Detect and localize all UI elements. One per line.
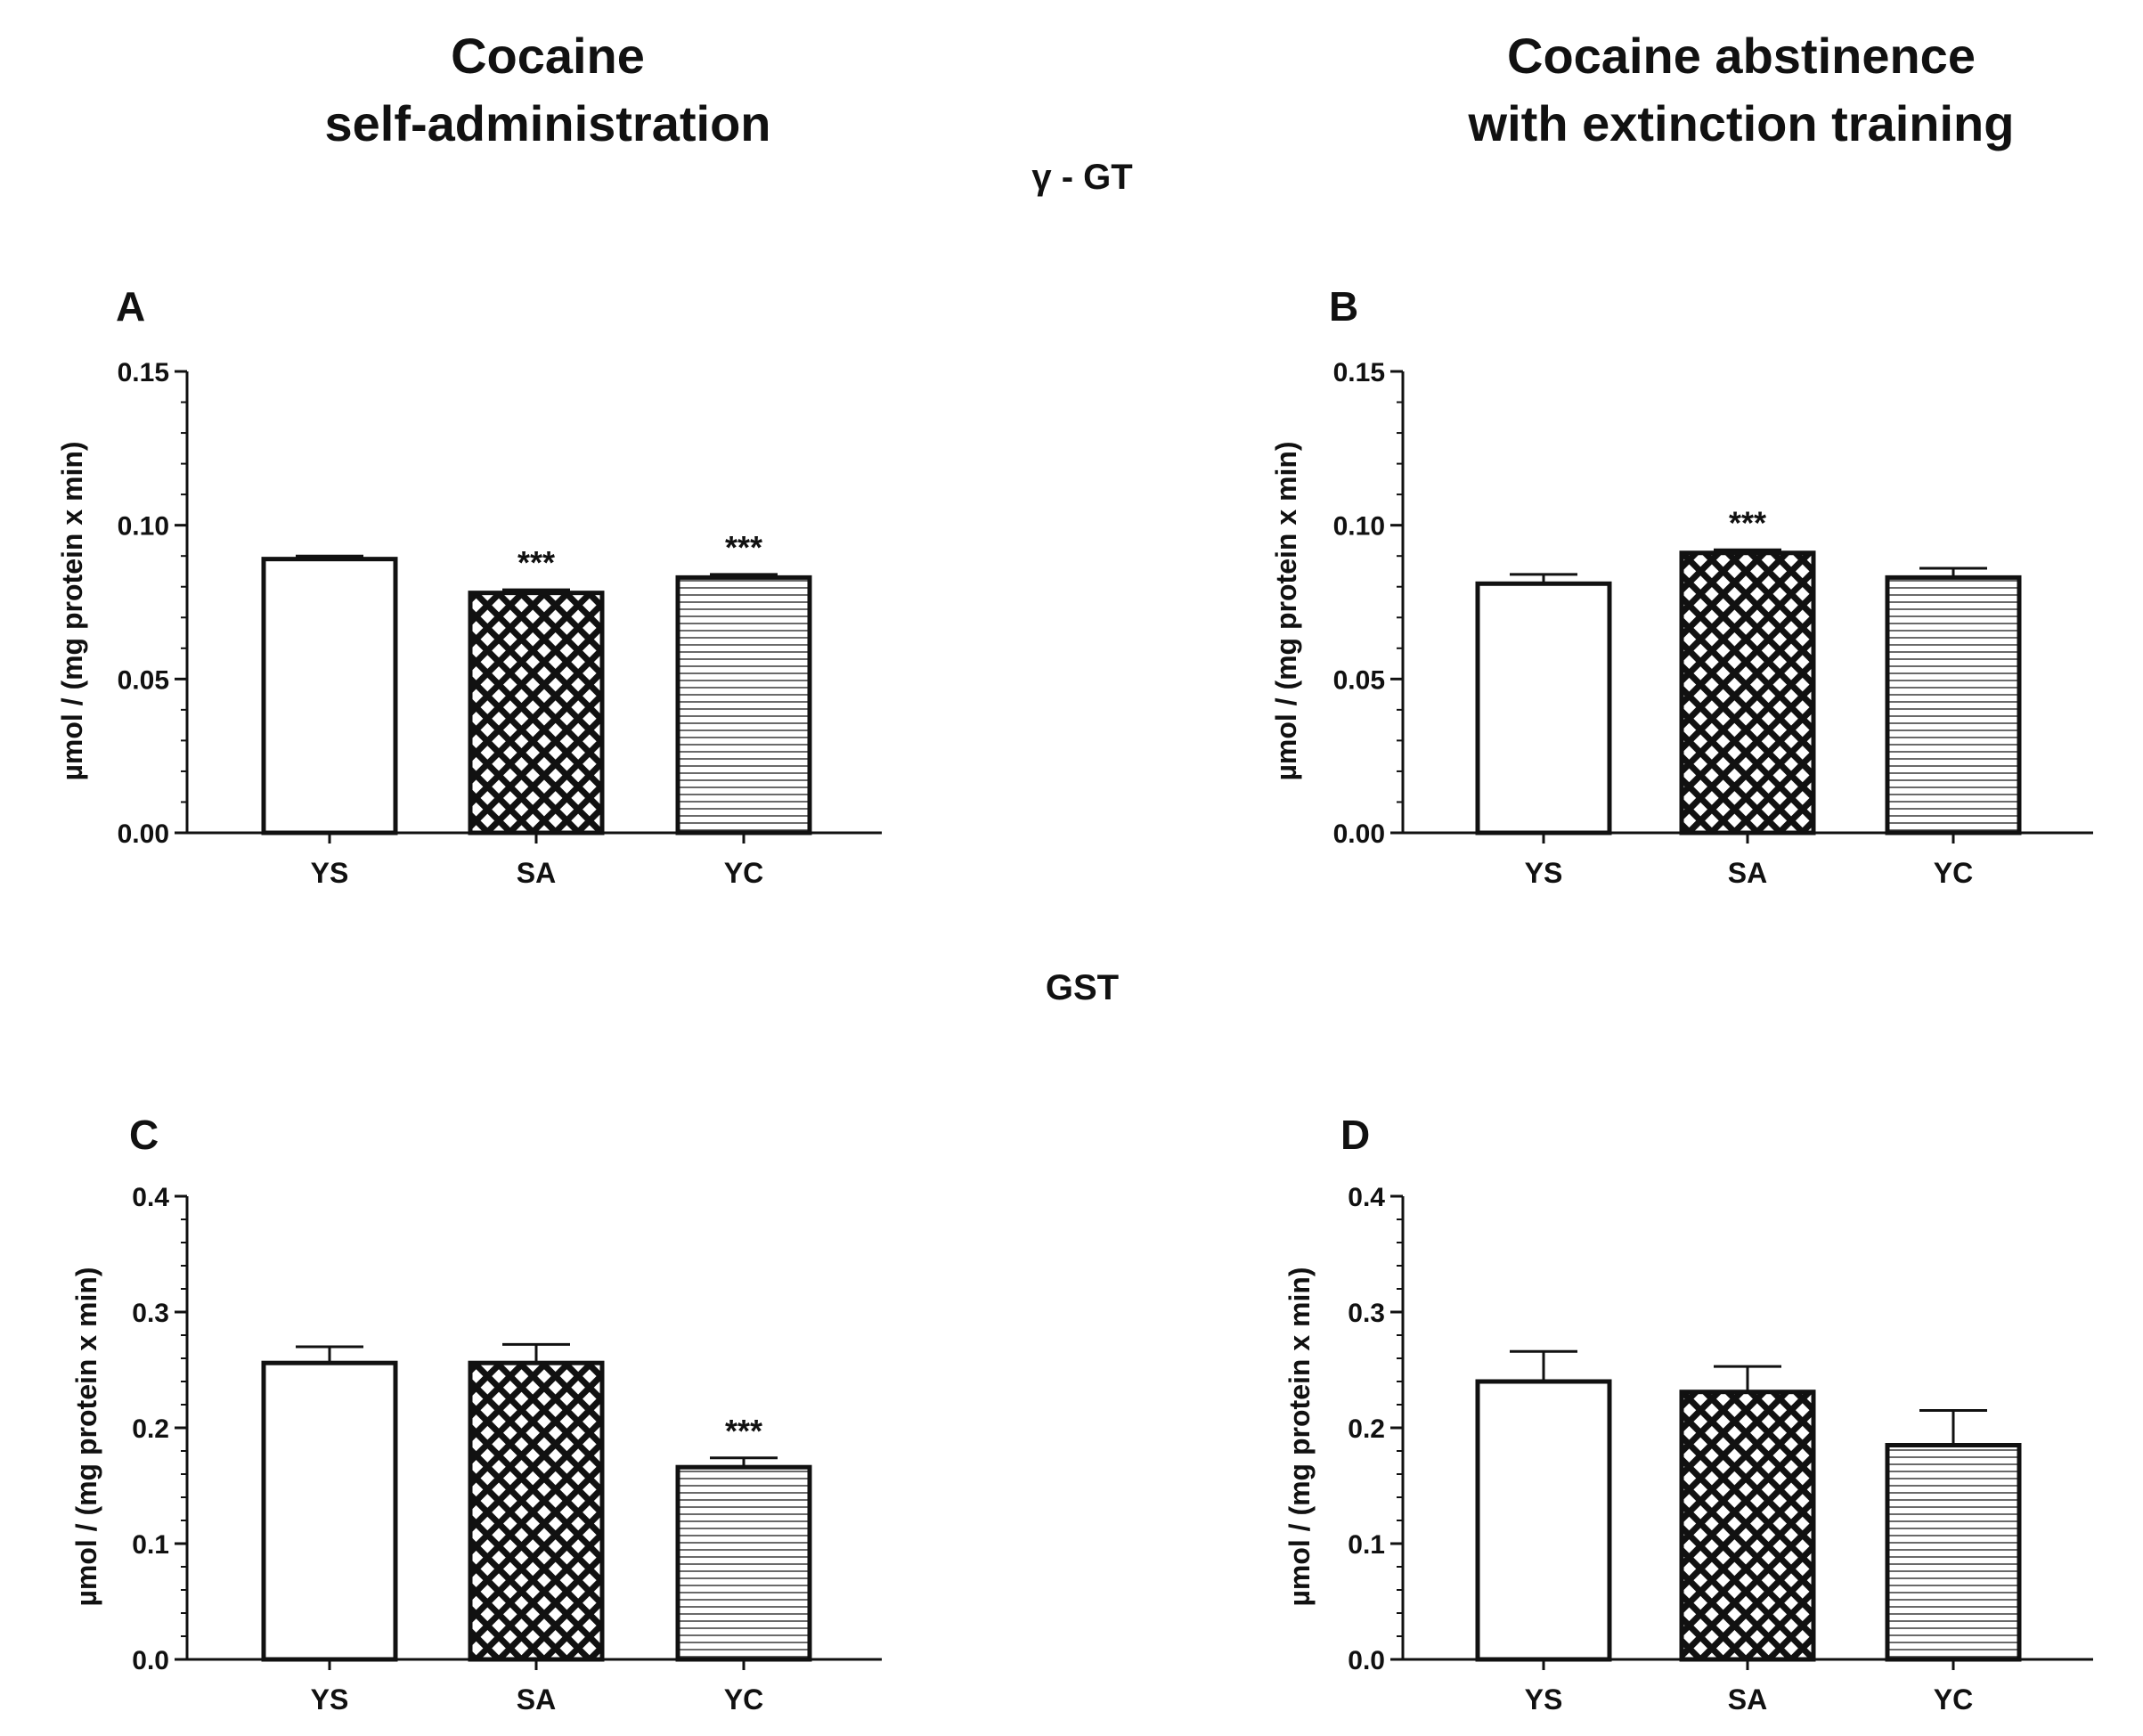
chart-panel-b: B 0.00 0.05 0.10 0.15 µmol / (mg protein x mi… bbox=[1270, 283, 2093, 889]
section-title-ggt: γ - GT bbox=[1031, 158, 1132, 197]
panel-label: D bbox=[1340, 1112, 1370, 1158]
significance-marker: *** bbox=[517, 544, 555, 581]
panel-label: B bbox=[1329, 283, 1358, 330]
y-tick-label: 0.2 bbox=[1348, 1414, 1385, 1444]
bar-yc bbox=[675, 575, 812, 835]
x-tick-label: SA bbox=[1728, 857, 1767, 889]
bar-yc bbox=[675, 1464, 812, 1662]
right-column-title-line1: Cocaine abstinence bbox=[1507, 28, 1976, 84]
y-tick-label: 0.1 bbox=[132, 1530, 169, 1560]
bar-sa bbox=[468, 591, 605, 835]
x-tick-label: SA bbox=[517, 1683, 556, 1716]
bar-yc bbox=[1885, 575, 2022, 835]
y-tick-label: 0.2 bbox=[132, 1414, 169, 1444]
chart-panel-a: A 0.00 0.05 0.10 0.15 µmol / (mg protein x mi… bbox=[56, 283, 882, 889]
bar-ys bbox=[261, 557, 398, 835]
x-tick-label: YC bbox=[1934, 1683, 1973, 1716]
panel-label: A bbox=[116, 283, 145, 330]
x-tick-label: YC bbox=[1934, 857, 1973, 889]
panel-label: C bbox=[129, 1112, 159, 1158]
x-tick-label: YS bbox=[311, 857, 349, 889]
bar-ys bbox=[1475, 1379, 1612, 1662]
y-tick-label: 0.05 bbox=[118, 665, 169, 695]
y-axis-label: µmol / (mg protein x min) bbox=[1270, 441, 1302, 780]
y-tick-label: 0.1 bbox=[1348, 1530, 1385, 1560]
bar-sa bbox=[1679, 1390, 1816, 1662]
chart-panel-c: C 0.0 0.1 0.2 0.3 0.4 µmol / (mg protein x min… bbox=[70, 1112, 882, 1716]
y-tick-label: 0.10 bbox=[1333, 512, 1385, 542]
chart-panel-d: D 0.0 0.1 0.2 0.3 0.4 µmol / (mg protein x min… bbox=[1283, 1112, 2093, 1716]
section-title-gst: GST bbox=[1046, 968, 1119, 1007]
bar-sa bbox=[1679, 550, 1816, 835]
y-tick-label: 0.4 bbox=[1348, 1183, 1385, 1212]
x-tick-label: YC bbox=[724, 857, 763, 889]
y-axis-label: µmol / (mg protein x min) bbox=[56, 441, 88, 780]
y-tick-label: 0.10 bbox=[118, 512, 169, 542]
y-tick-label: 0.3 bbox=[132, 1299, 169, 1328]
bar-ys bbox=[1475, 581, 1612, 835]
y-tick-label: 0.3 bbox=[1348, 1299, 1385, 1328]
significance-marker: *** bbox=[725, 1413, 762, 1449]
right-column-title-line2: with extinction training bbox=[1468, 95, 2015, 151]
x-tick-label: YS bbox=[311, 1683, 349, 1716]
x-tick-label: SA bbox=[517, 857, 556, 889]
y-axis-label: µmol / (mg protein x min) bbox=[1283, 1267, 1316, 1606]
y-tick-label: 0.00 bbox=[118, 819, 169, 849]
y-tick-label: 0.15 bbox=[1333, 358, 1385, 387]
y-tick-label: 0.0 bbox=[1348, 1646, 1385, 1675]
bar-sa bbox=[468, 1360, 605, 1662]
left-column-title-line2: self-administration bbox=[325, 95, 771, 151]
left-column-title-line1: Cocaine bbox=[451, 28, 645, 84]
bar-ys bbox=[261, 1360, 398, 1662]
x-tick-label: SA bbox=[1728, 1683, 1767, 1716]
y-tick-label: 0.05 bbox=[1333, 665, 1385, 695]
y-tick-label: 0.00 bbox=[1333, 819, 1385, 849]
x-tick-label: YS bbox=[1525, 857, 1563, 889]
x-tick-label: YS bbox=[1525, 1683, 1563, 1716]
y-tick-label: 0.0 bbox=[132, 1646, 169, 1675]
x-tick-label: YC bbox=[724, 1683, 763, 1716]
bar-yc bbox=[1885, 1443, 2022, 1662]
y-axis-label: µmol / (mg protein x min) bbox=[70, 1267, 102, 1606]
y-tick-label: 0.15 bbox=[118, 358, 169, 387]
significance-marker: *** bbox=[1729, 504, 1766, 541]
significance-marker: *** bbox=[725, 529, 762, 566]
y-tick-label: 0.4 bbox=[132, 1183, 169, 1212]
